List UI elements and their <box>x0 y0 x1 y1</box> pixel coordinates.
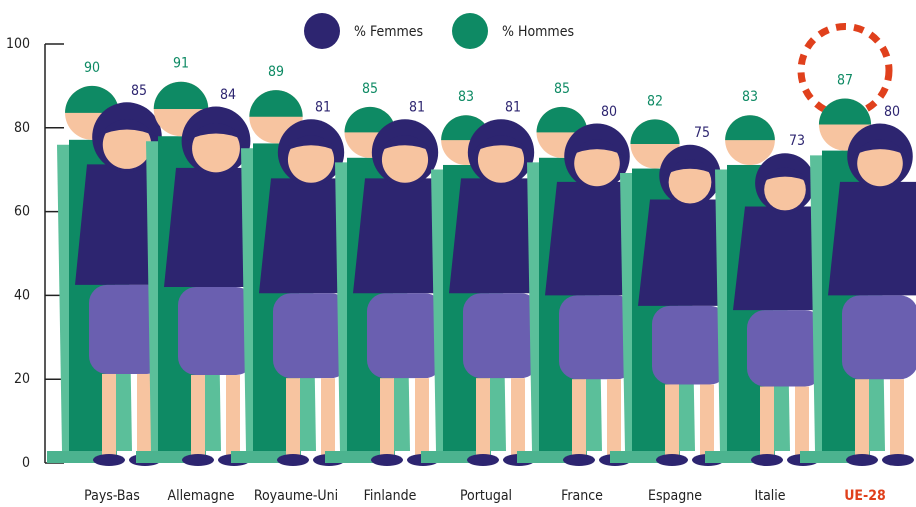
leg <box>607 379 621 457</box>
value-label: 80 <box>601 104 617 120</box>
shoe <box>846 454 878 466</box>
value-label: 81 <box>409 100 425 116</box>
hair <box>725 115 775 140</box>
leg <box>572 379 586 457</box>
leg <box>511 378 525 457</box>
page: {"chart_data":{"type":"pictogram", "cate… <box>0 0 916 507</box>
x-tick-label: Italie <box>754 488 785 504</box>
shoe <box>751 454 783 466</box>
y-tick-label: 40 <box>14 287 30 303</box>
x-tick-label: UE-28 <box>844 488 886 504</box>
skirt <box>367 293 443 378</box>
x-tick-label: France <box>561 488 603 504</box>
hair <box>154 82 209 109</box>
skirt <box>178 287 254 375</box>
shoe <box>882 454 914 466</box>
chart: 0 20 40 60 80 100 % Femmes % Hommes 90 85 Pays-Bas… <box>0 0 916 507</box>
x-tick-label: Finlande <box>364 488 417 504</box>
value-label: 84 <box>220 87 236 103</box>
legend-swatch <box>304 13 340 49</box>
blouse <box>828 182 916 295</box>
shoe <box>563 454 595 466</box>
leg <box>476 378 490 457</box>
skirt <box>842 295 916 379</box>
shoe <box>467 454 499 466</box>
value-label: 85 <box>554 81 570 97</box>
value-label: 85 <box>131 83 147 99</box>
leg <box>380 378 394 457</box>
leg <box>795 387 809 457</box>
value-label: 91 <box>173 56 189 72</box>
value-label: 75 <box>694 125 710 141</box>
value-label: 80 <box>884 104 900 120</box>
value-label: 90 <box>84 60 100 76</box>
hair <box>630 119 679 144</box>
value-label: 83 <box>458 89 474 105</box>
shoe <box>656 454 688 466</box>
leg <box>760 387 774 457</box>
value-label: 82 <box>647 93 663 109</box>
leg <box>102 374 116 457</box>
legend-label: % Hommes <box>502 24 574 40</box>
value-label: 85 <box>362 81 378 97</box>
legend-swatch <box>452 13 488 49</box>
y-tick-label: 100 <box>6 36 30 52</box>
shoe <box>371 454 403 466</box>
legend-label: % Femmes <box>354 24 423 40</box>
y-tick-label: 80 <box>14 120 30 136</box>
shoe <box>182 454 214 466</box>
y-tick-label: 0 <box>22 455 30 471</box>
value-label: 81 <box>505 100 521 116</box>
shoe <box>93 454 125 466</box>
shoe <box>277 454 309 466</box>
hair <box>249 90 302 117</box>
leg <box>890 379 904 457</box>
y-tick-label: 20 <box>14 371 30 387</box>
leg <box>286 378 300 457</box>
skirt <box>747 310 823 386</box>
value-label: 87 <box>837 72 853 88</box>
x-tick-label: Allemagne <box>167 488 234 504</box>
value-label: 89 <box>268 64 284 80</box>
leg <box>191 375 205 457</box>
leg <box>665 384 679 457</box>
x-tick-label: Pays-Bas <box>84 488 140 504</box>
x-tick-label: Portugal <box>460 488 512 504</box>
skirt <box>463 293 539 378</box>
leg <box>321 378 335 457</box>
y-tick-label: 60 <box>14 204 30 220</box>
leg <box>137 374 151 457</box>
value-label: 83 <box>742 89 758 105</box>
value-label: 81 <box>315 100 331 116</box>
leg <box>415 378 429 457</box>
hair <box>819 99 871 125</box>
x-tick-label: Espagne <box>648 488 702 504</box>
leg <box>700 384 714 457</box>
value-label: 73 <box>789 133 805 149</box>
x-tick-label: Royaume-Uni <box>254 488 338 504</box>
leg <box>855 379 869 457</box>
leg <box>226 375 240 457</box>
skirt <box>652 306 728 385</box>
